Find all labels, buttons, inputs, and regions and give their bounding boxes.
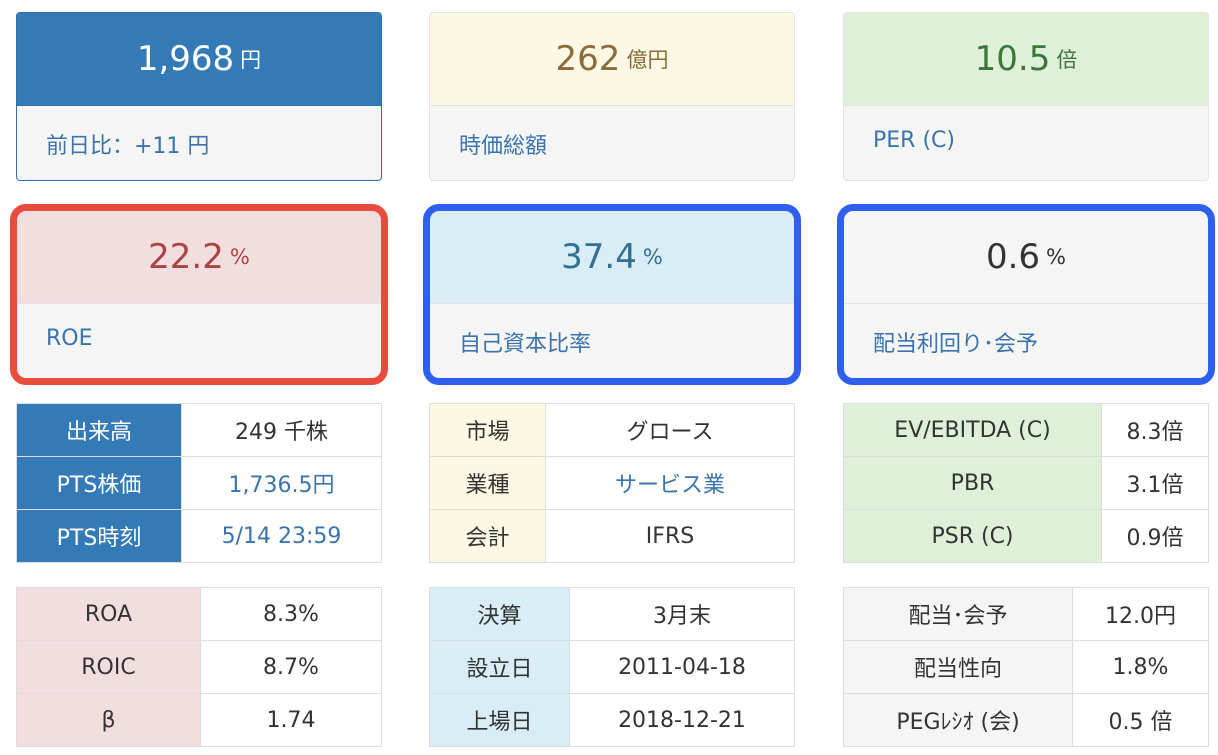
payout-ratio-value: 1.8%	[1072, 640, 1209, 694]
fiscal-period-value: 3月末	[569, 587, 795, 641]
dates-table: 決算 3月末 設立日 2011-04-18 上場日 2018-12-21	[429, 587, 795, 747]
ev-ebitda-value: 8.3倍	[1101, 403, 1209, 457]
roe-unit: %	[229, 245, 250, 269]
roa-header: ROA	[16, 587, 201, 641]
market-cap-value-area: 262 億円	[430, 13, 794, 106]
dividend-value: 12.0円	[1072, 587, 1209, 641]
pts-price-link[interactable]: 1,736.5円	[181, 456, 382, 510]
psr-header: PSR (C)	[843, 509, 1102, 563]
valuation-table: EV/EBITDA (C) 8.3倍 PBR 3.1倍 PSR (C) 0.9倍	[843, 403, 1209, 563]
table-row: ROA 8.3%	[16, 587, 382, 641]
beta-value: 1.74	[200, 693, 382, 747]
table-row: PBR 3.1倍	[843, 456, 1209, 510]
dividend-yield-value-area: 0.6 %	[844, 211, 1208, 304]
equity-ratio-value-area: 37.4 %	[430, 211, 794, 304]
per-value: 10.5	[974, 39, 1051, 79]
pbr-value: 3.1倍	[1101, 456, 1209, 510]
psr-value: 0.9倍	[1101, 509, 1209, 563]
dividend-yield-unit: %	[1046, 245, 1067, 269]
industry-header: 業種	[429, 456, 546, 510]
dividend-table: 配当･会予 12.0円 配当性向 1.8% PEGﾚｼｵ (会) 0.5 倍	[843, 587, 1209, 747]
dividend-yield-value: 0.6	[985, 237, 1041, 277]
table-row: PEGﾚｼｵ (会) 0.5 倍	[843, 693, 1209, 747]
industry-link[interactable]: サービス業	[545, 456, 795, 510]
table-row: ROIC 8.7%	[16, 640, 382, 694]
listed-value: 2018-12-21	[569, 693, 795, 747]
roic-value: 8.7%	[200, 640, 382, 694]
ev-ebitda-header: EV/EBITDA (C)	[843, 403, 1102, 457]
table-row: 市場 グロース	[429, 403, 795, 457]
equity-ratio-card: 37.4 % 自己資本比率	[423, 204, 801, 385]
table-row: EV/EBITDA (C) 8.3倍	[843, 403, 1209, 457]
beta-header: β	[16, 693, 201, 747]
volume-value: 249 千株	[181, 403, 382, 457]
per-card: 10.5 倍 PER (C)	[843, 12, 1209, 181]
table-row: 配当性向 1.8%	[843, 640, 1209, 694]
table-row: β 1.74	[16, 693, 382, 747]
roa-value: 8.3%	[200, 587, 382, 641]
stock-price-unit: 円	[240, 48, 262, 72]
trading-table: 出来高 249 千株 PTS株価 1,736.5円 PTS時刻 5/14 23:…	[16, 403, 382, 563]
market-cap-card: 262 億円 時価総額	[429, 12, 795, 181]
equity-ratio-unit: %	[642, 245, 663, 269]
returns-table: ROA 8.3% ROIC 8.7% β 1.74	[16, 587, 382, 747]
table-row: PSR (C) 0.9倍	[843, 509, 1209, 563]
pbr-header: PBR	[843, 456, 1102, 510]
founded-value: 2011-04-18	[569, 640, 795, 694]
pts-price-header: PTS株価	[16, 456, 182, 510]
table-row: PTS時刻 5/14 23:59	[16, 509, 382, 563]
market-cap-unit: 億円	[626, 48, 669, 72]
table-row: 配当･会予 12.0円	[843, 587, 1209, 641]
stock-price-card: 1,968 円 前日比：+11 円	[16, 12, 382, 181]
per-unit: 倍	[1056, 48, 1078, 72]
pts-time-link[interactable]: 5/14 23:59	[181, 509, 382, 563]
dividend-header: 配当･会予	[843, 587, 1073, 641]
peg-ratio-value: 0.5 倍	[1072, 693, 1209, 747]
peg-ratio-header: PEGﾚｼｵ (会)	[843, 693, 1073, 747]
listed-header: 上場日	[429, 693, 570, 747]
table-row: 会計 IFRS	[429, 509, 795, 563]
market-header: 市場	[429, 403, 546, 457]
pts-time-header: PTS時刻	[16, 509, 182, 563]
per-label[interactable]: PER (C)	[873, 128, 955, 153]
dividend-yield-label[interactable]: 配当利回り･会予	[873, 332, 1039, 357]
table-row: 業種 サービス業	[429, 456, 795, 510]
accounting-header: 会計	[429, 509, 546, 563]
market-cap-value: 262	[555, 39, 621, 79]
market-value: グロース	[545, 403, 795, 457]
roe-value: 22.2	[148, 237, 224, 277]
equity-ratio-value: 37.4	[561, 237, 637, 277]
roe-label[interactable]: ROE	[46, 326, 93, 351]
table-row: 決算 3月末	[429, 587, 795, 641]
roe-value-area: 22.2 %	[17, 211, 381, 304]
market-cap-label[interactable]: 時価総額	[459, 134, 548, 159]
stock-price-value-area: 1,968 円	[17, 13, 381, 106]
roe-card: 22.2 % ROE	[10, 204, 388, 385]
per-value-area: 10.5 倍	[844, 13, 1208, 106]
company-table: 市場 グロース 業種 サービス業 会計 IFRS	[429, 403, 795, 563]
table-row: 出来高 249 千株	[16, 403, 382, 457]
volume-header: 出来高	[16, 403, 182, 457]
dividend-yield-card: 0.6 % 配当利回り･会予	[837, 204, 1215, 385]
fiscal-period-header: 決算	[429, 587, 570, 641]
price-change-label[interactable]: 前日比：+11 円	[46, 134, 210, 159]
founded-header: 設立日	[429, 640, 570, 694]
accounting-value: IFRS	[545, 509, 795, 563]
equity-ratio-label[interactable]: 自己資本比率	[459, 332, 592, 357]
table-row: 設立日 2011-04-18	[429, 640, 795, 694]
table-row: PTS株価 1,736.5円	[16, 456, 382, 510]
roic-header: ROIC	[16, 640, 201, 694]
stock-price-value: 1,968	[136, 39, 235, 79]
table-row: 上場日 2018-12-21	[429, 693, 795, 747]
payout-ratio-header: 配当性向	[843, 640, 1073, 694]
